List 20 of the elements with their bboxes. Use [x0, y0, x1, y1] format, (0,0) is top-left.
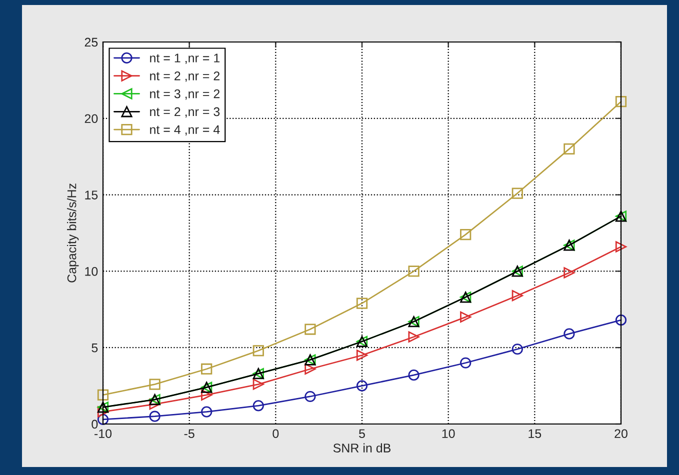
x-axis-title: SNR in dB [333, 443, 391, 452]
x-tick-label: 5 [359, 429, 365, 438]
y-tick-label: 25 [84, 38, 98, 47]
x-tick-label: -10 [94, 429, 112, 438]
x-tick-label: -5 [184, 429, 194, 438]
x-tick-label: 0 [272, 429, 279, 438]
y-tick-label: 10 [85, 267, 98, 276]
legend-label: nt = 2 ,nr = 3 [150, 107, 220, 118]
legend-label: nt = 3 ,nr = 2 [150, 89, 220, 100]
legend-label: nt = 1 ,nr = 1 [150, 54, 220, 64]
x-tick-label: 15 [528, 429, 542, 438]
x-tick-label: 10 [442, 429, 455, 438]
y-tick-label: 15 [85, 190, 98, 200]
legend-label: nt = 4 ,nr = 4 [150, 125, 220, 136]
x-tick-label: 20 [614, 429, 628, 438]
y-tick-label: 0 [92, 420, 98, 429]
y-tick-label: 20 [84, 114, 98, 124]
y-axis-title: Capacity bits/s/Hz [67, 184, 79, 282]
y-tick-label: 5 [92, 344, 98, 352]
legend-label: nt = 2 ,nr = 2 [150, 71, 220, 82]
